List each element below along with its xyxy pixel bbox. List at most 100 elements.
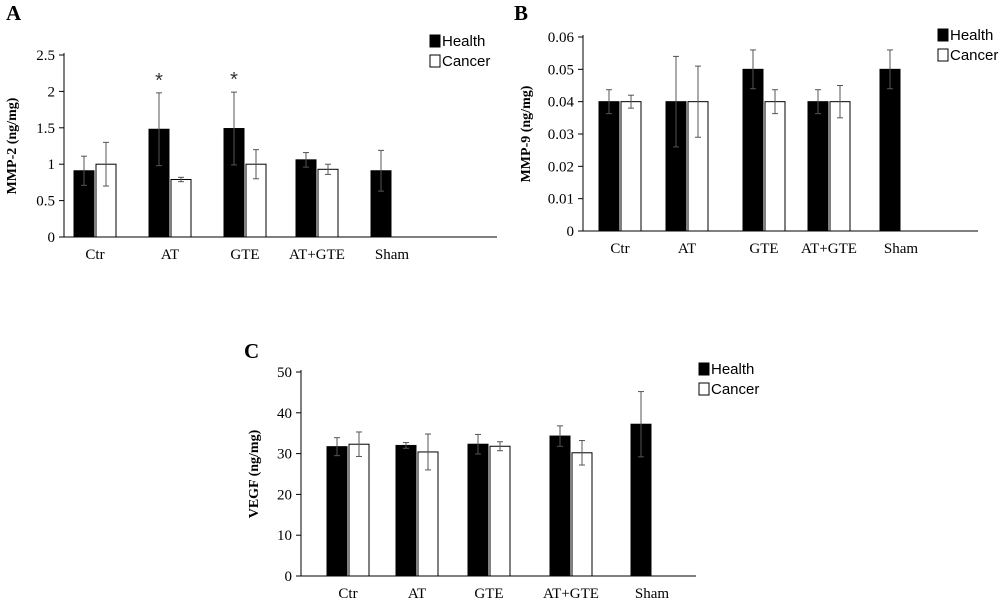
- legend-label-health: Health: [950, 27, 993, 44]
- x-tick-label-at: AT: [161, 247, 179, 263]
- error-bar-health-ctr: [606, 89, 612, 115]
- y-axis-label: VEGF (ng/mg): [247, 429, 262, 518]
- panel-letter: B: [514, 1, 528, 25]
- error-bar-cancer-at-plus-gte: [579, 440, 585, 466]
- x-tick-label-gte: GTE: [474, 586, 503, 602]
- legend-swatch-health: [698, 362, 710, 376]
- legend-swatch-cancer: [698, 382, 710, 396]
- error-bar-cancer-at: [178, 176, 184, 183]
- y-tick-label: 0.06: [548, 30, 575, 46]
- bar-cancer-ctr: [348, 443, 370, 577]
- error-bar-cancer-gte: [253, 149, 259, 180]
- x-tick-label-at: AT: [678, 241, 696, 257]
- bar-health-ctr: [326, 446, 348, 577]
- error-bar-cancer-ctr: [103, 141, 109, 187]
- chart-panel-b: B 0 0.01 0.02 0.03 0.04 0.05 0.06 MMP-9 (ng/mg) C…: [514, 1, 998, 257]
- y-tick-label: 30: [277, 447, 292, 463]
- x-tick-label-ctr: Ctr: [610, 241, 629, 257]
- error-bar-health-at-plus-gte: [557, 425, 563, 447]
- error-bar-health-sham: [638, 391, 644, 458]
- bar-cancer-gte: [489, 445, 511, 577]
- x-tick-label-at: AT: [408, 586, 426, 602]
- y-tick-label: 1.5: [36, 121, 55, 137]
- error-bar-cancer-at-plus-gte: [325, 163, 331, 175]
- error-bar-health-ctr: [334, 437, 340, 457]
- bar-cancer-at-plus-gte: [317, 168, 339, 238]
- legend: Health Cancer: [698, 361, 759, 398]
- y-tick-label: 2: [48, 84, 56, 100]
- error-bar-health-at: [673, 55, 679, 148]
- legend-swatch-cancer: [429, 54, 441, 68]
- bar-health-gte: [467, 443, 489, 577]
- x-tick-label-gte: GTE: [749, 241, 778, 257]
- legend: Health Cancer: [937, 27, 998, 64]
- y-tick-label: 40: [277, 406, 292, 422]
- y-tick-label: 0.04: [548, 95, 575, 111]
- bar-health-ctr: [598, 101, 620, 232]
- x-tick-label-sham: Sham: [884, 241, 919, 257]
- error-bar-cancer-at: [695, 65, 701, 138]
- legend: Health Cancer: [429, 33, 490, 70]
- y-tick-label: 0: [285, 569, 293, 585]
- y-tick-label: 50: [277, 365, 292, 381]
- x-tick-label-ctr: Ctr: [338, 586, 357, 602]
- bar-cancer-ctr: [620, 101, 642, 232]
- x-tick-label-ctr: Ctr: [85, 247, 104, 263]
- bar-health-at-plus-gte: [295, 159, 317, 238]
- error-bar-cancer-at: [425, 433, 431, 471]
- y-tick-label: 0.02: [548, 159, 574, 175]
- bar-cancer-gte: [764, 101, 786, 232]
- error-bar-health-at: [403, 442, 409, 449]
- error-bar-health-at: [156, 92, 162, 167]
- error-bar-health-ctr: [81, 155, 87, 186]
- y-tick-label: 1: [48, 157, 56, 173]
- significance-marker-gte: *: [230, 69, 238, 91]
- error-bar-health-at-plus-gte: [815, 89, 821, 115]
- y-tick-label: 0.05: [548, 62, 574, 78]
- legend-label-cancer: Cancer: [711, 381, 759, 398]
- bar-cancer-at: [417, 451, 439, 577]
- y-tick-label: 0: [567, 224, 575, 240]
- bar-health-at-plus-gte: [549, 435, 571, 577]
- error-bar-health-sham: [887, 49, 893, 90]
- bar-cancer-at-plus-gte: [829, 101, 851, 232]
- error-bar-health-gte: [475, 433, 481, 455]
- y-tick-label: 0: [48, 230, 56, 246]
- legend-label-cancer: Cancer: [950, 47, 998, 64]
- panel-letter: A: [6, 1, 22, 25]
- legend-swatch-cancer: [937, 48, 949, 62]
- bar-cancer-at: [170, 178, 192, 238]
- error-bar-cancer-ctr: [628, 94, 634, 109]
- legend-label-cancer: Cancer: [442, 53, 490, 70]
- x-tick-label-sham: Sham: [375, 247, 410, 263]
- y-tick-label: 0.01: [548, 192, 574, 208]
- error-bar-cancer-at-plus-gte: [837, 85, 843, 119]
- x-tick-label-at-plus-gte: AT+GTE: [801, 241, 857, 257]
- x-tick-label-sham: Sham: [635, 586, 670, 602]
- y-axis-label: MMP-2 (ng/mg): [5, 97, 20, 194]
- bar-health-at: [395, 444, 417, 577]
- y-tick-label: 0.03: [548, 127, 574, 143]
- error-bar-cancer-ctr: [356, 431, 362, 457]
- bar-health-gte: [742, 68, 764, 232]
- error-bar-cancer-gte: [772, 89, 778, 115]
- x-tick-label-gte: GTE: [230, 247, 259, 263]
- chart-panel-c: C 0 10 20 30 40 50 VEGF (ng/mg) Ctr AT GTE AT+GTE Sh…: [244, 339, 759, 602]
- error-bar-health-sham: [378, 149, 384, 192]
- y-tick-label: 2.5: [36, 48, 55, 64]
- legend-label-health: Health: [711, 361, 754, 378]
- bar-health-sham: [879, 68, 901, 232]
- chart-panel-a: A 0 0.5 1 1.5 2 2.5 MMP-2 (ng/mg) Ctr AT GTE AT+GTE…: [5, 1, 497, 263]
- y-tick-label: 20: [277, 487, 292, 503]
- bar-health-at-plus-gte: [807, 101, 829, 232]
- error-bar-health-gte: [231, 91, 237, 166]
- panel-letter: C: [244, 339, 259, 363]
- legend-label-health: Health: [442, 33, 485, 50]
- legend-swatch-health: [429, 34, 441, 48]
- y-axis-label: MMP-9 (ng/mg): [519, 85, 534, 182]
- x-tick-label-at-plus-gte: AT+GTE: [289, 247, 345, 263]
- y-tick-label: 10: [277, 528, 292, 544]
- x-tick-label-at-plus-gte: AT+GTE: [543, 586, 599, 602]
- significance-marker-at: *: [155, 70, 163, 92]
